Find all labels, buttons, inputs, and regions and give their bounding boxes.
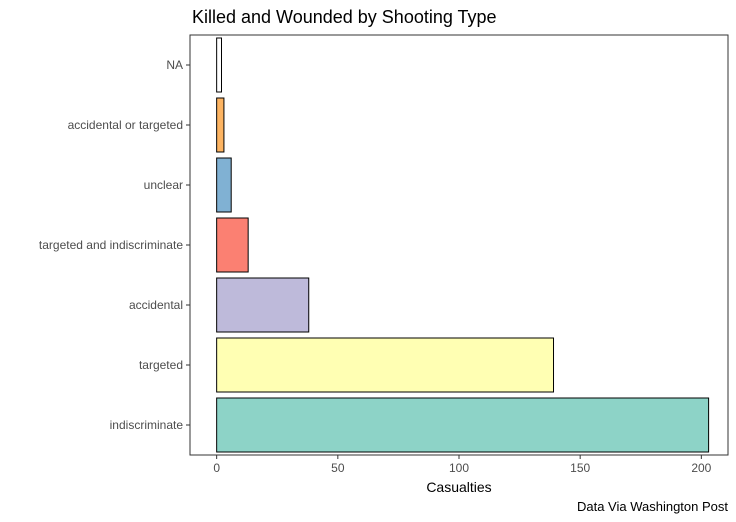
bar-indiscriminate [216, 397, 710, 453]
category-label: unclear [144, 178, 183, 192]
bar-targeted [216, 337, 555, 393]
category-label: indiscriminate [110, 418, 184, 432]
category-label: targeted and indiscriminate [39, 238, 183, 252]
bar-unclear [216, 157, 232, 213]
x-tick-label: 200 [691, 461, 711, 475]
x-tick-label: 150 [570, 461, 590, 475]
source-caption: Data Via Washington Post [577, 499, 728, 514]
category-label: accidental [129, 298, 183, 312]
bar-accidental-or-targeted [216, 97, 225, 153]
bar-targeted-and-indiscriminate [216, 217, 249, 273]
chart-title: Killed and Wounded by Shooting Type [192, 7, 497, 27]
x-tick-label: 0 [213, 461, 220, 475]
bar-marks [216, 37, 710, 453]
bar-accidental [216, 277, 310, 333]
bar-na [216, 37, 223, 93]
category-label: accidental or targeted [68, 118, 183, 132]
category-label: NA [166, 58, 183, 72]
category-axis: indiscriminate targeted accidental targeted… [39, 58, 190, 432]
category-label: targeted [139, 358, 183, 372]
x-axis: 0 50 100 150 200 [213, 455, 712, 475]
x-axis-title: Casualties [426, 479, 491, 495]
x-tick-label: 100 [449, 461, 469, 475]
x-tick-label: 50 [331, 461, 345, 475]
